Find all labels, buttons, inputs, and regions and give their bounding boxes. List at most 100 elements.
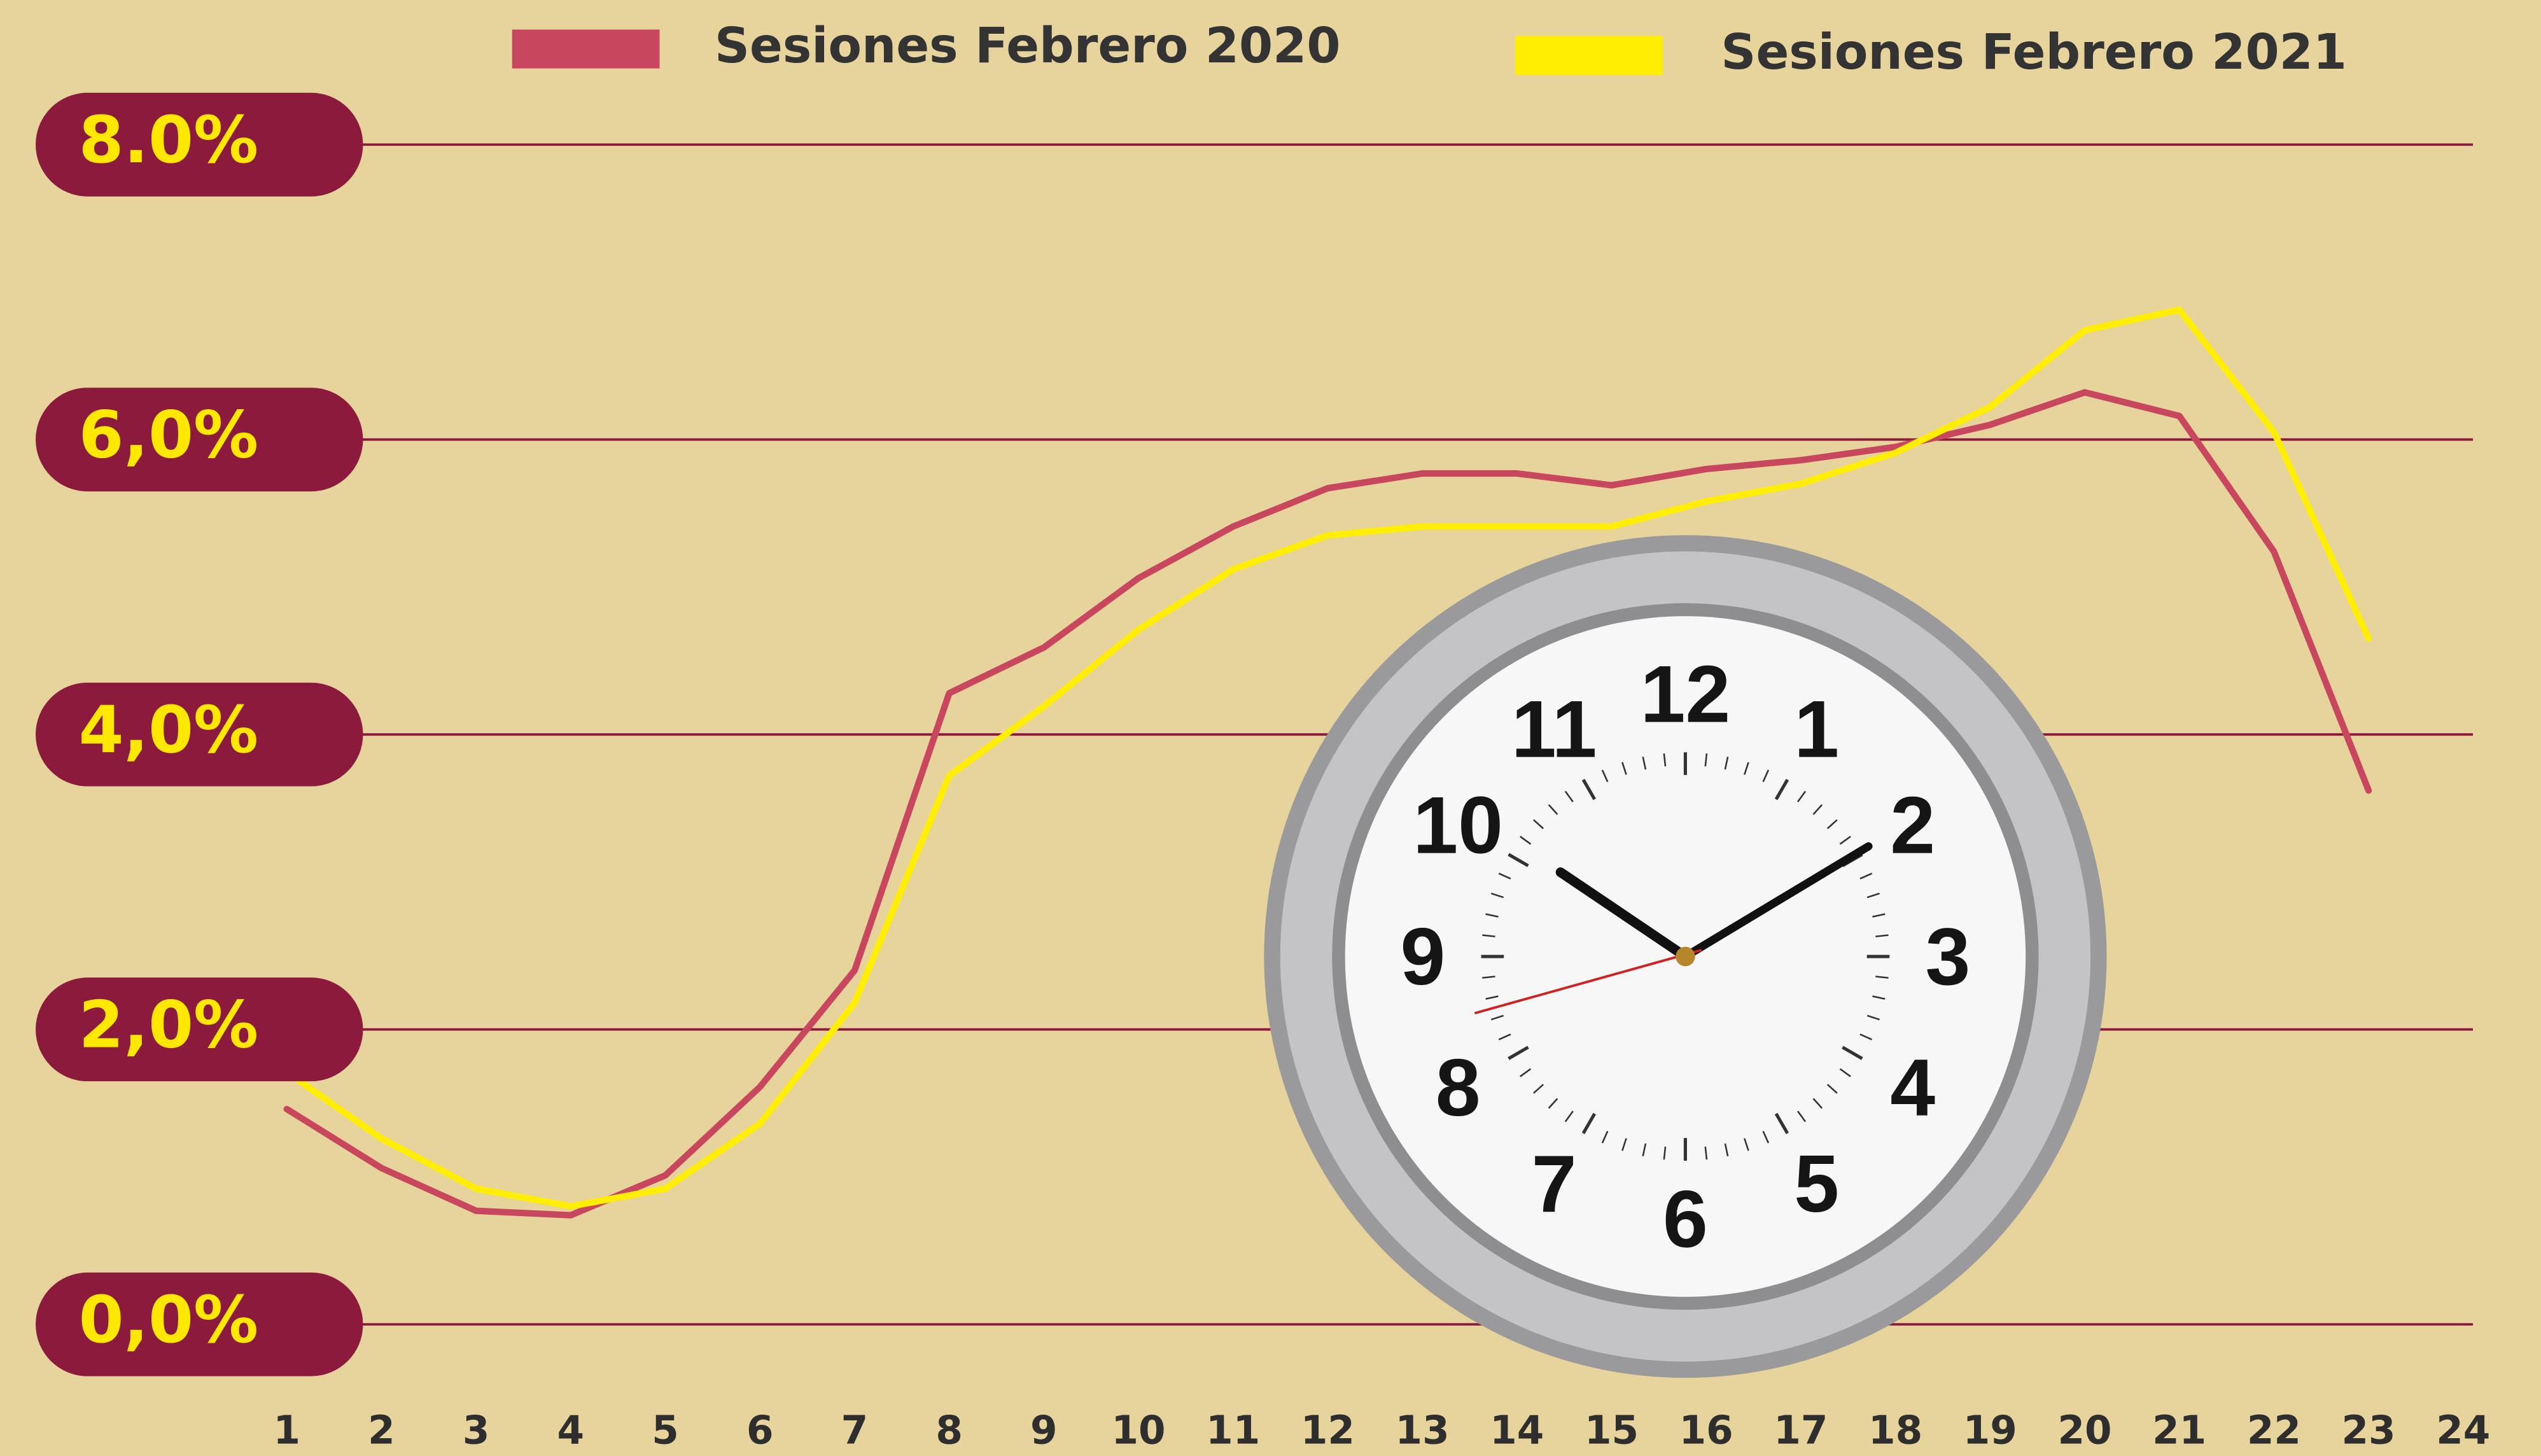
y-tick-pill <box>36 92 363 197</box>
clock-tick <box>1762 769 1770 783</box>
y-tick-pill <box>36 388 363 492</box>
legend-label: Sesiones Febrero 2020 <box>715 18 1340 74</box>
x-tick-label: 4 <box>557 1408 585 1453</box>
x-tick-label: 17 <box>1774 1408 1828 1453</box>
x-tick-label: 20 <box>2057 1408 2111 1453</box>
y-tick-label: 0,0% <box>79 1282 259 1358</box>
clock-tick <box>1533 1084 1544 1094</box>
clock-tick <box>1872 913 1886 918</box>
clock-tick <box>1533 819 1544 829</box>
clock-numeral: 12 <box>1641 648 1731 739</box>
clock-tick <box>1485 913 1499 918</box>
y-tick-pill <box>36 977 363 1082</box>
lines <box>283 306 2372 1219</box>
clock-numeral: 1 <box>1794 684 1839 774</box>
clock-tick <box>1724 756 1729 770</box>
clock-tick <box>1774 1112 1789 1135</box>
clock-tick <box>1601 769 1609 783</box>
clock-tick <box>1642 1143 1647 1157</box>
x-tick-label: 6 <box>746 1408 774 1453</box>
y-tick-label: 2,0% <box>79 987 259 1063</box>
clock-numeral: 8 <box>1436 1042 1481 1133</box>
clock-tick <box>1839 836 1851 845</box>
second-hand <box>1474 949 1702 1015</box>
x-tick-label: 12 <box>1301 1408 1355 1453</box>
clock-tick <box>1826 1084 1838 1094</box>
x-tick-label: 3 <box>463 1408 490 1453</box>
clock-tick <box>1812 804 1823 815</box>
legend-label: Sesiones Febrero 2021 <box>1721 24 2346 81</box>
clock-tick <box>1797 790 1807 802</box>
clock-tick <box>1601 1131 1609 1144</box>
x-tick-label: 7 <box>841 1408 869 1453</box>
x-tick-label: 24 <box>2436 1408 2490 1453</box>
clock-tick <box>1744 762 1749 775</box>
clock-tick <box>1663 1146 1667 1160</box>
x-tick-label: 5 <box>652 1408 679 1453</box>
clock-tick <box>1508 1046 1529 1060</box>
x-tick-label: 15 <box>1585 1408 1639 1453</box>
clock-tick <box>1498 872 1511 880</box>
clock-tick <box>1581 778 1597 801</box>
clock-tick <box>1724 1143 1729 1157</box>
clock-tick <box>1520 836 1532 845</box>
clock-numeral: 4 <box>1890 1042 1935 1133</box>
x-tick-label: 9 <box>1030 1408 1058 1453</box>
x-tick-label: 10 <box>1111 1408 1165 1453</box>
x-tick-label: 1 <box>273 1408 300 1453</box>
clock-tick <box>1663 753 1667 767</box>
clock-tick <box>1548 804 1558 815</box>
clock-tick <box>1490 892 1504 899</box>
clock-tick <box>1866 1014 1880 1021</box>
clock-tick <box>1485 995 1499 1000</box>
clock-numeral: 11 <box>1511 684 1597 774</box>
clock-tick <box>1581 1112 1597 1135</box>
legend: Sesiones Febrero 2020 Sesiones Febrero 20… <box>512 18 2347 81</box>
legend-swatch <box>512 29 660 69</box>
x-tick-label: 16 <box>1679 1408 1733 1453</box>
clock-tick <box>1564 1110 1574 1123</box>
clock-tick <box>1762 1131 1770 1144</box>
clock-tick <box>1875 934 1889 937</box>
clock-tick <box>1564 790 1574 802</box>
clock-tick <box>1842 1046 1863 1060</box>
y-tick-label: 6,0% <box>79 398 259 473</box>
clock-tick <box>1498 1033 1511 1040</box>
legend-swatch <box>1515 36 1663 75</box>
clock-tick <box>1621 762 1627 775</box>
clock-tick <box>1482 976 1495 979</box>
x-tick-label: 2 <box>368 1408 395 1453</box>
axes: 0,0%2,0%4,0%6,0%8.0%1 2 3 4 5 6 7 8 9 10 11 12 13 14 1… <box>36 92 2490 1453</box>
clock-tick <box>1508 853 1529 867</box>
y-tick-pill <box>36 682 363 787</box>
clock-tick <box>1839 1068 1851 1077</box>
clock-tick <box>1548 1098 1558 1109</box>
minute-hand <box>1681 842 1873 961</box>
x-tick-label: 13 <box>1396 1408 1450 1453</box>
clock-tick <box>1490 1014 1504 1021</box>
clock-tick <box>1704 1146 1708 1160</box>
series-line <box>283 306 2372 1210</box>
clock-tick <box>1812 1098 1823 1109</box>
clock-tick <box>1875 976 1889 979</box>
y-tick-pill <box>36 1272 363 1376</box>
clock-tick <box>1744 1138 1749 1151</box>
clock-numeral: 7 <box>1532 1138 1577 1229</box>
x-tick-label: 19 <box>1963 1408 2017 1453</box>
clock-numeral: 3 <box>1926 911 1971 1002</box>
x-tick-label: 21 <box>2152 1408 2206 1453</box>
clock-tick <box>1520 1068 1532 1077</box>
clock-tick <box>1482 934 1495 937</box>
clock-pin <box>1676 946 1695 967</box>
clock-tick <box>1872 995 1886 1000</box>
x-tick-label: 18 <box>1868 1408 1922 1453</box>
clock-tick <box>1859 1033 1873 1040</box>
clock-tick <box>1621 1138 1627 1151</box>
y-tick-label: 4,0% <box>79 692 259 768</box>
clock-tick <box>1642 756 1647 770</box>
clock-numeral: 2 <box>1890 780 1935 871</box>
